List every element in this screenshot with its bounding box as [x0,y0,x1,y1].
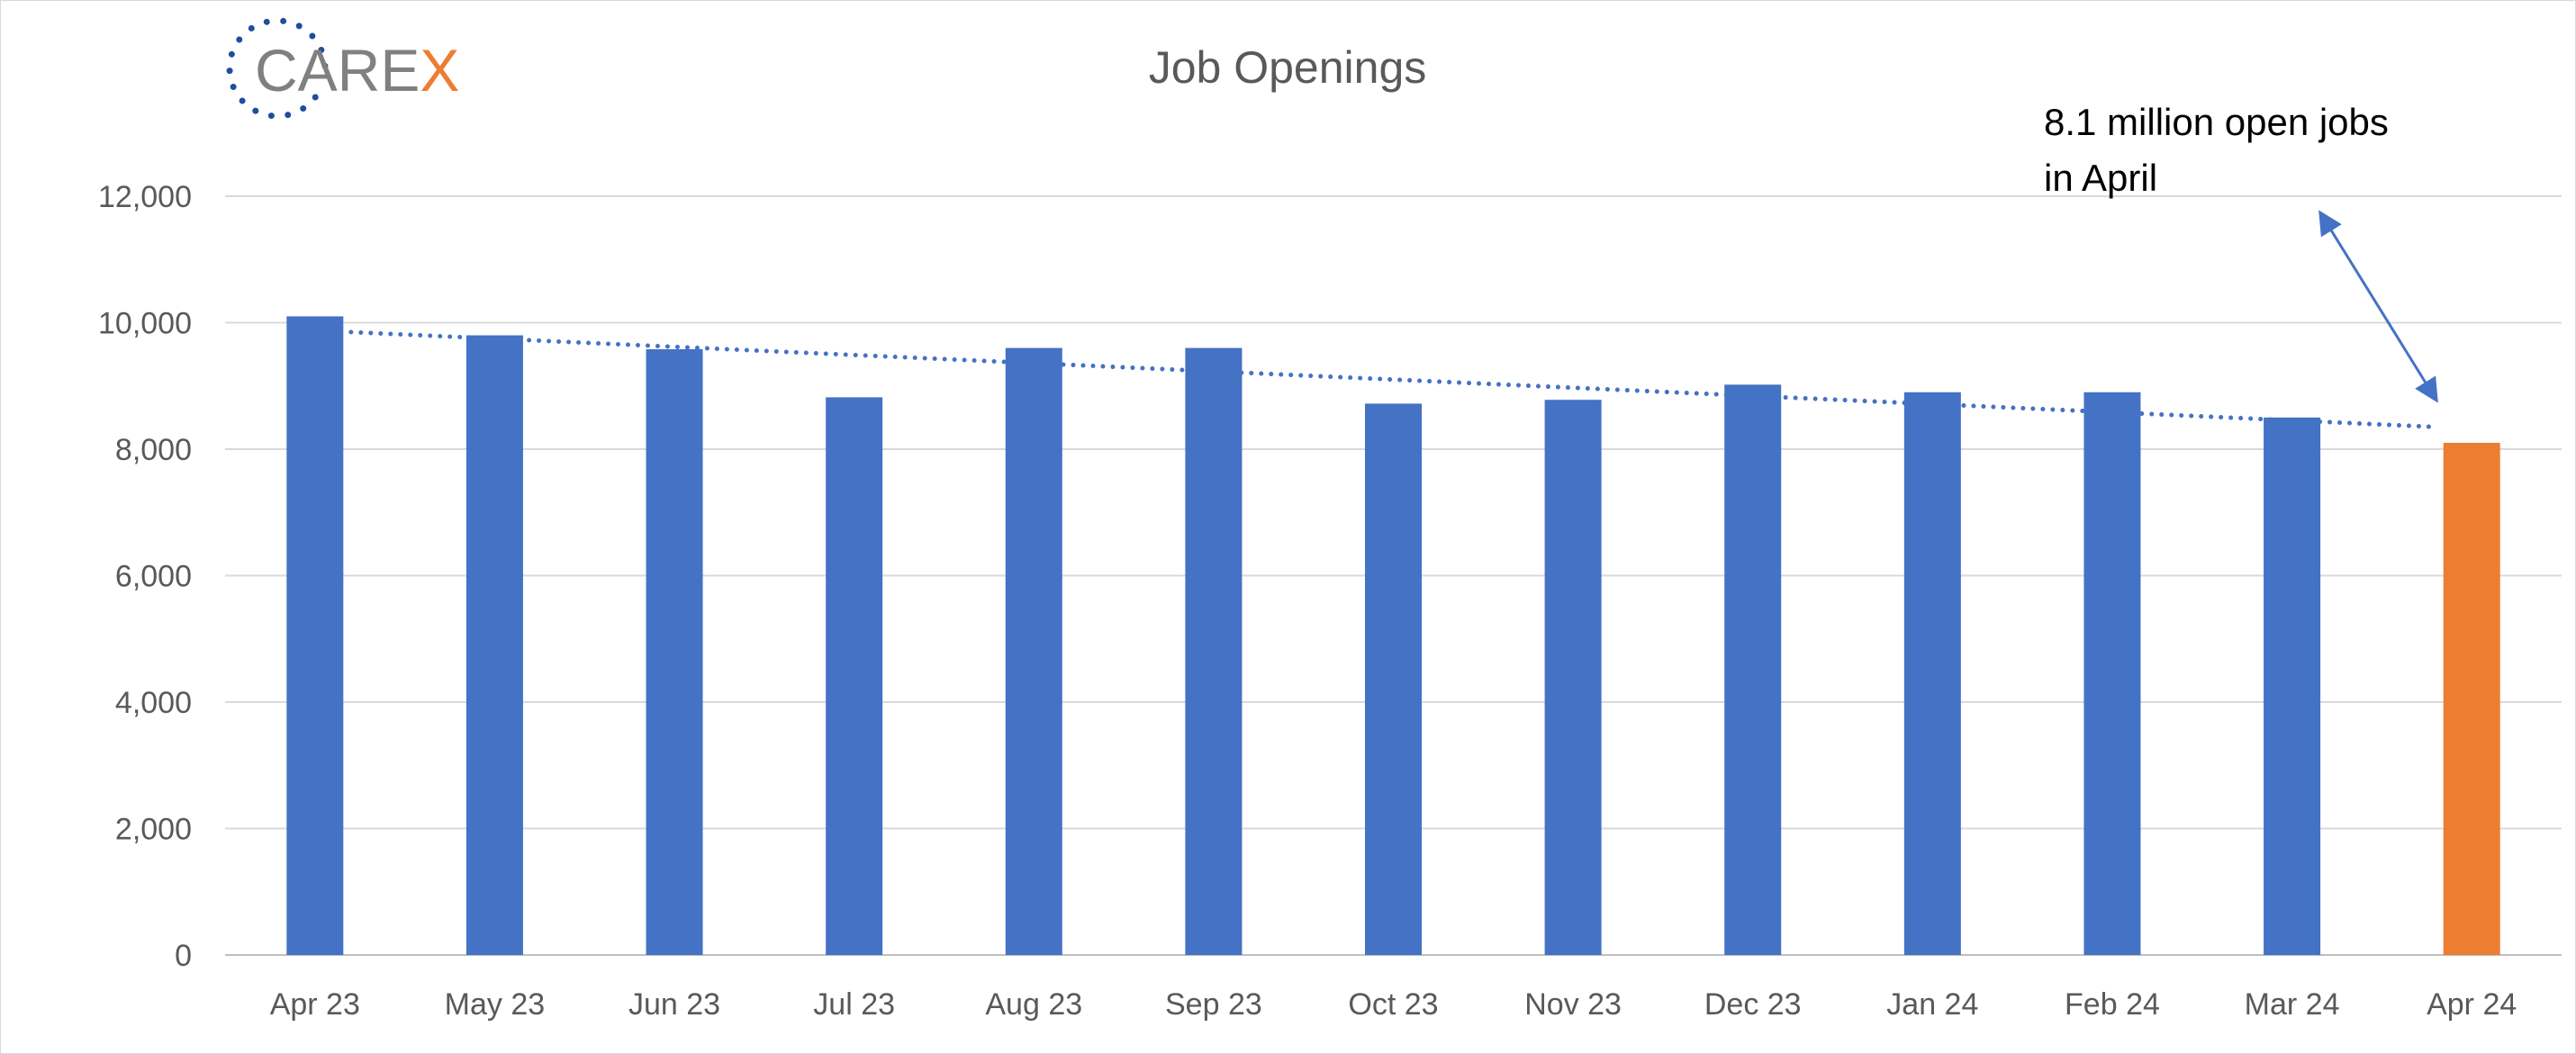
y-tick-label: 0 [175,939,192,973]
bar [1903,392,1961,955]
bar [1185,347,1243,956]
y-tick-label: 2,000 [115,813,192,847]
logo-dot [248,24,255,32]
y-tick-label: 10,000 [98,307,192,341]
bar [2083,392,2141,955]
annotation-line-2: in April [2044,157,2157,199]
bar [2264,417,2321,955]
x-tick-label: Nov 23 [1524,987,1622,1022]
y-tick-label: 12,000 [98,180,192,214]
x-tick-label: Apr 23 [270,987,360,1022]
logo-dot [280,17,287,24]
x-tick-label: Apr 24 [2427,987,2517,1022]
annotation: 8.1 million open jobs in April [2044,101,2438,403]
logo-dot [318,46,325,53]
logo-dot [230,84,237,91]
annotation-line-1: 8.1 million open jobs [2044,101,2389,143]
bar [1724,384,1782,956]
bars [286,316,2500,956]
logo-dot [236,36,243,43]
trendline [348,329,2438,429]
logo-dot [267,113,275,120]
x-axis-ticks: Apr 23 May 23 Jun 23 Jul 23 Aug 23 Sep 23 Oct … [270,987,2517,1022]
x-tick-label: Aug 23 [985,987,1082,1022]
x-tick-label: Dec 23 [1704,987,1802,1022]
bar [465,335,523,955]
y-axis-ticks: 0 2,000 4,000 6,000 8,000 10,000 12,000 [98,180,192,973]
x-tick-label: Feb 24 [2065,987,2160,1022]
logo-dot [295,23,303,30]
logo-dot [226,68,233,75]
trendline-path [348,329,2438,429]
logo-dot [228,50,235,58]
bar [2443,442,2500,956]
bar [826,397,883,955]
bar [1005,347,1062,956]
y-tick-label: 4,000 [115,686,192,720]
bar [1544,400,1602,956]
logo-dot [252,107,259,114]
x-tick-label: May 23 [445,987,546,1022]
logo-dot [312,94,319,101]
logo-text-accent: X [420,37,459,104]
logo-dot [300,105,307,113]
x-tick-label: Jan 24 [1886,987,1978,1022]
bar [646,349,703,955]
x-tick-label: Jun 23 [628,987,720,1022]
logo-text-main: CARE [255,37,420,104]
bar [1365,403,1422,955]
carex-logo: CAREX [226,17,459,120]
chart-title: Job Openings [1149,42,1427,93]
logo-dot [309,32,316,40]
x-tick-label: Mar 24 [2245,987,2340,1022]
annotation-arrow [2318,210,2438,403]
logo-dot [239,97,246,104]
logo-dot [263,18,270,25]
x-tick-label: Sep 23 [1165,987,1262,1022]
y-tick-label: 6,000 [115,560,192,594]
logo-dot-ring [226,17,329,120]
logo-dot [285,112,292,119]
x-tick-label: Oct 23 [1348,987,1438,1022]
bar [286,316,344,956]
logo-wordmark: CAREX [255,37,459,104]
y-tick-label: 8,000 [115,433,192,467]
logo-dot [321,62,329,69]
x-tick-label: Jul 23 [813,987,895,1022]
